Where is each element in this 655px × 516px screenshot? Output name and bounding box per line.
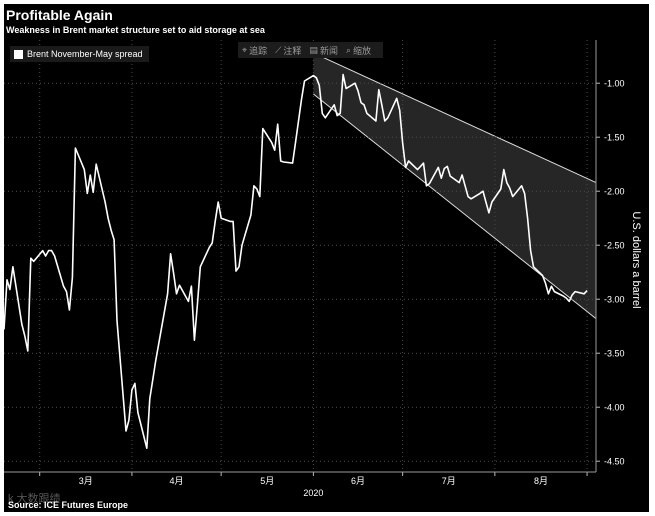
pencil-icon: ⟋ [275,44,282,55]
chart-subtitle: Weakness in Brent market structure set t… [6,25,265,35]
chart-toolbar: ⌖ 追踪 ⟋ 注释 ▤ 新闻 ⌕ 缩放 [238,42,384,58]
toolbar-zoom-button[interactable]: ⌕ 缩放 [346,44,371,57]
x-year-label: 2020 [303,488,323,498]
chart-panel: Profitable Again Weakness in Brent marke… [4,4,649,512]
toolbar-label: 注释 [283,45,302,56]
legend-swatch [14,49,23,59]
news-icon: ▤ [309,44,318,55]
toolbar-news-button[interactable]: ▤ 新闻 [309,44,338,57]
source-note: Source: ICE Futures Europe [8,500,129,510]
crosshair-icon: ⌖ [242,44,248,55]
y-tick-label: -4.00 [604,403,625,413]
channel-lower-line [313,93,597,320]
x-tick-label: 5月 [260,476,274,486]
channel-upper-line [313,52,597,184]
line-chart[interactable]: -1.00 -1.50 -2.00 -2.50 -3.00 -3.50 -4.00 -4.50… [4,4,649,512]
y-tick-label: -2.50 [604,241,625,251]
toolbar-label: 追踪 [249,45,268,56]
y-tick-label: -3.00 [604,295,625,305]
trend-channel-band [313,52,596,319]
x-tick-label: 7月 [442,476,456,486]
x-tick-label: 8月 [534,476,548,486]
legend: Brent November-May spread [10,46,149,62]
y-tick-label: -2.00 [604,187,625,197]
series-line-brent-spread [4,73,588,450]
y-axis-label: U.S. dollars a barrel [630,211,642,309]
toolbar-track-button[interactable]: ⌖ 追踪 [242,44,267,57]
y-tick-label: -4.50 [604,457,625,467]
x-tick-label: 4月 [170,476,184,486]
legend-label: Brent November-May spread [27,49,143,59]
toolbar-label: 缩放 [353,45,372,56]
y-tick-label: -3.50 [604,349,625,359]
x-tick-label: 6月 [351,476,365,486]
watermark: k 大数跟绩 [8,493,61,505]
toolbar-annotate-button[interactable]: ⟋ 注释 [275,44,301,57]
toolbar-label: 新闻 [319,45,338,56]
y-tick-label: -1.00 [604,79,625,89]
chart-title: Profitable Again [6,7,113,23]
y-tick-label: -1.50 [604,133,625,143]
zoom-icon: ⌕ [345,44,351,55]
x-tick-label: 3月 [79,476,93,486]
